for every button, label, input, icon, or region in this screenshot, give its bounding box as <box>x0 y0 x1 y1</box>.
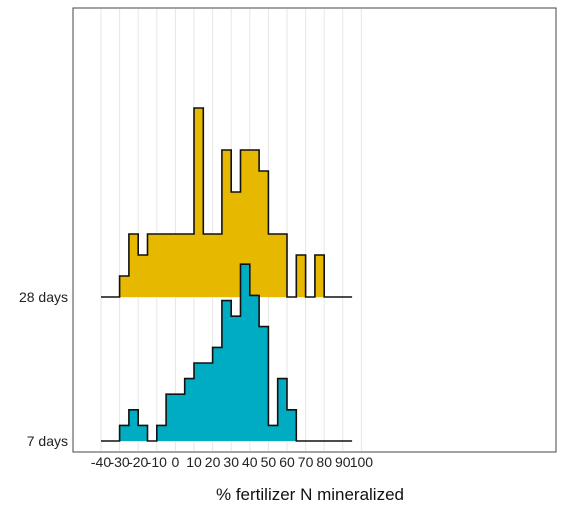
ridge-outline-1 <box>101 263 353 442</box>
ridge-label-0: 28 days <box>19 289 68 305</box>
bin-0-3 <box>148 234 157 297</box>
plot-frame <box>72 7 557 453</box>
ridge-fill-0 <box>119 108 353 297</box>
x-tick-label-4: 0 <box>172 454 180 470</box>
bin-1-18 <box>287 410 296 441</box>
bin-0-12 <box>231 192 240 297</box>
x-tick-label-12: 80 <box>316 454 332 470</box>
bin-1-2 <box>138 425 147 441</box>
x-tick-label-8: 40 <box>242 454 258 470</box>
bin-1-17 <box>278 379 287 441</box>
bin-1-8 <box>194 363 203 441</box>
bin-0-0 <box>120 276 129 297</box>
x-tick-label-10: 60 <box>279 454 295 470</box>
bin-1-13 <box>241 264 250 441</box>
ridge-label-1: 7 days <box>27 433 68 449</box>
x-axis-title: % fertilizer N mineralized <box>216 485 404 504</box>
bin-0-17 <box>278 234 287 297</box>
bin-0-11 <box>222 150 231 297</box>
x-tick-label-6: 20 <box>205 454 221 470</box>
x-tick-label-0: -40 <box>91 454 111 470</box>
bin-1-16 <box>268 425 277 441</box>
ridges <box>101 107 353 442</box>
bin-1-12 <box>231 316 240 441</box>
x-tick-label-9: 50 <box>261 454 277 470</box>
x-tick-label-2: -20 <box>128 454 148 470</box>
bin-0-9 <box>203 234 212 297</box>
bin-0-8 <box>194 108 203 297</box>
bin-0-21 <box>315 255 324 297</box>
bin-0-6 <box>175 234 184 297</box>
bin-0-19 <box>296 255 305 297</box>
bin-1-0 <box>120 425 129 441</box>
bin-1-10 <box>213 347 222 441</box>
bin-1-1 <box>129 410 138 441</box>
ridge-outline-0 <box>101 107 353 298</box>
x-tick-label-1: -30 <box>109 454 129 470</box>
bin-0-16 <box>268 234 277 297</box>
bin-1-9 <box>203 363 212 441</box>
bin-0-4 <box>157 234 166 297</box>
bin-0-5 <box>166 234 175 297</box>
bin-1-6 <box>175 394 184 441</box>
ridge-fill-1 <box>119 264 353 441</box>
bin-1-4 <box>157 425 166 441</box>
x-axis-ticks: -40-30-20-10 0 10 20 30 40 50 60 70 80 90 100 <box>91 454 373 470</box>
bin-0-15 <box>259 171 268 297</box>
x-tick-label-7: 30 <box>223 454 239 470</box>
x-tick-label-13: 90 <box>335 454 351 470</box>
x-tick-label-5: 10 <box>186 454 202 470</box>
bin-0-1 <box>129 234 138 297</box>
bin-0-14 <box>250 150 259 297</box>
bin-0-7 <box>185 234 194 297</box>
bin-1-15 <box>259 327 268 441</box>
x-tick-label-11: 70 <box>298 454 314 470</box>
bin-1-7 <box>185 379 194 441</box>
bin-0-10 <box>213 234 222 297</box>
x-tick-label-3: -10 <box>147 454 167 470</box>
bin-1-5 <box>166 394 175 441</box>
x-tick-label-14: 100 <box>350 454 374 470</box>
bin-1-11 <box>222 301 231 441</box>
bin-1-14 <box>250 295 259 441</box>
ridge-labels: 28 days 7 days <box>19 289 68 449</box>
bin-0-2 <box>138 255 147 297</box>
